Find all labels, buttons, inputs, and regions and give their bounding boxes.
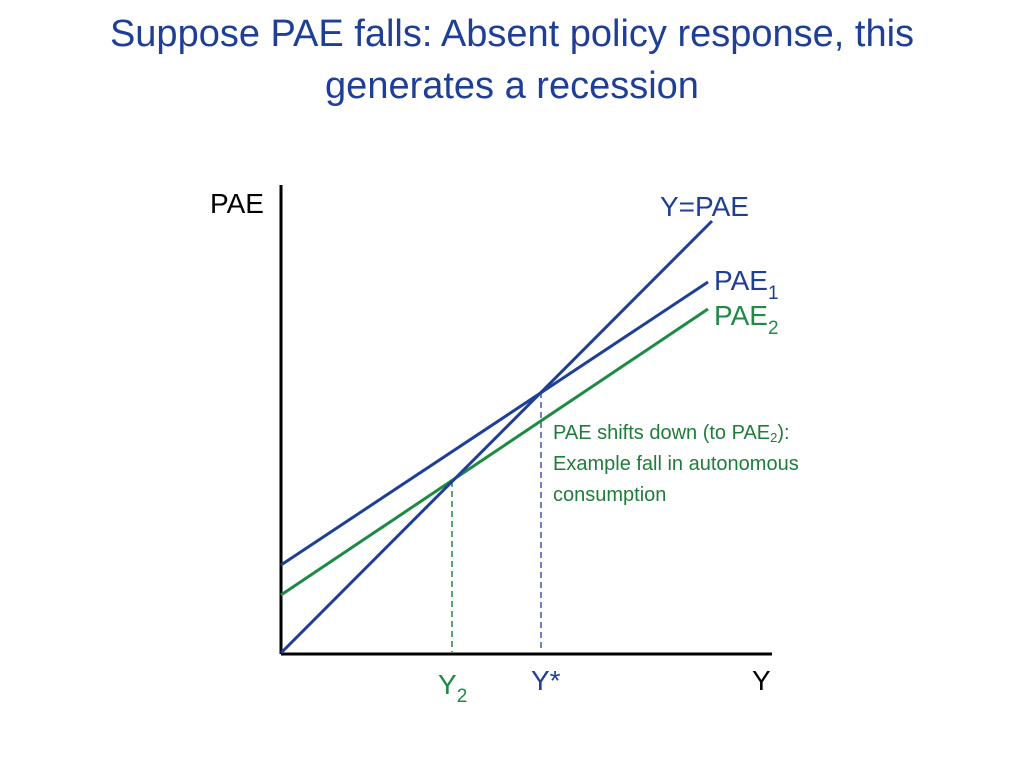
y2-label: Y2 <box>438 669 467 707</box>
pae2-label-sub: 2 <box>768 318 779 339</box>
shift-annotation: PAE shifts down (to PAE2): Example fall … <box>553 418 873 511</box>
title-line-2: generates a recession <box>325 65 699 107</box>
y2-label-sub: 2 <box>457 686 468 707</box>
pae1-line <box>280 280 709 567</box>
slide-title: Suppose PAE falls: Absent policy respons… <box>0 8 1024 112</box>
annotation-line-1: PAE shifts down (to PAE2): <box>553 422 790 445</box>
pae1-label-base: PAE <box>714 265 768 296</box>
y-axis-label: PAE <box>210 188 264 219</box>
pae2-line <box>280 307 709 597</box>
ystar-label: Y* <box>531 665 561 696</box>
y2-label-base: Y <box>438 669 457 700</box>
y-equals-pae-line <box>279 219 714 655</box>
y-equals-pae-label: Y=PAE <box>660 191 749 222</box>
title-line-1: Suppose PAE falls: Absent policy respons… <box>109 13 915 55</box>
pae1-label-sub: 1 <box>768 283 779 304</box>
pae1-label: PAE1 <box>714 265 779 304</box>
pae2-label-base: PAE <box>714 300 768 331</box>
annotation-line-2: Example fall in autonomous <box>553 453 799 475</box>
pae2-label: PAE2 <box>714 300 779 339</box>
annotation-line-3: consumption <box>553 484 667 506</box>
x-axis-label: Y <box>752 665 771 696</box>
